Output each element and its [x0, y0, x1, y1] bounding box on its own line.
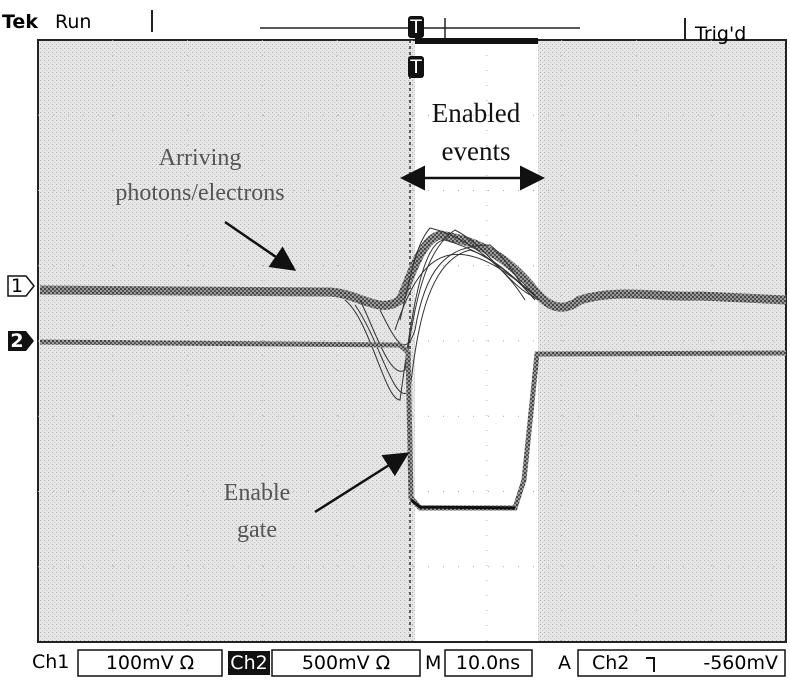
ch2-trace-bottom [410, 498, 516, 510]
trigger-position-label: T [409, 56, 422, 78]
annotation: Enable [224, 480, 291, 506]
trigger-status: Trig'd [694, 23, 746, 45]
timebase: 10.0ns [456, 652, 520, 674]
ch2-marker [8, 331, 34, 351]
annotation-arrow [224, 220, 297, 271]
timebase-label: M [425, 652, 441, 674]
annotation: gate [237, 517, 277, 543]
annotation: Enabled [432, 98, 521, 128]
brand: Tek [2, 11, 38, 33]
annotation: events [442, 136, 511, 166]
ch1-trace [39, 230, 787, 312]
ch2-scale-box [271, 649, 421, 677]
annotation: Arriving [159, 145, 242, 171]
falling-edge-icon [646, 657, 655, 672]
ch1-box [77, 649, 223, 677]
ch1-marker [7, 275, 35, 297]
ch2-box [228, 651, 270, 675]
timebase-box [444, 649, 533, 677]
ch1-scale: 100mV Ω [106, 652, 194, 674]
trigger-label: A [558, 652, 571, 674]
ch1-label: Ch1 [32, 651, 69, 673]
trigger-marker [408, 16, 424, 38]
trigger-source: Ch2 [592, 652, 629, 674]
annotation-arrow [314, 452, 410, 514]
trigger-box [577, 649, 786, 677]
ch2-label: Ch2 [230, 652, 267, 674]
trigger-level: -560mV [703, 652, 778, 674]
gate-bar [415, 38, 538, 44]
ch2-scale: 500mV Ω [302, 652, 390, 674]
ch1-marker-label: 1 [11, 275, 23, 297]
trigger-position-marker [408, 56, 424, 78]
trigger-marker-label: T [409, 16, 422, 38]
ch2-marker-label: 2 [10, 330, 23, 352]
status-bar: Ch1 100mV Ω Ch2 500mV Ω M 10.0ns A Ch2 -… [32, 649, 786, 677]
run-status: Run [55, 11, 91, 33]
enabled-window [415, 41, 538, 641]
annotation: photons/electrons [115, 180, 284, 206]
